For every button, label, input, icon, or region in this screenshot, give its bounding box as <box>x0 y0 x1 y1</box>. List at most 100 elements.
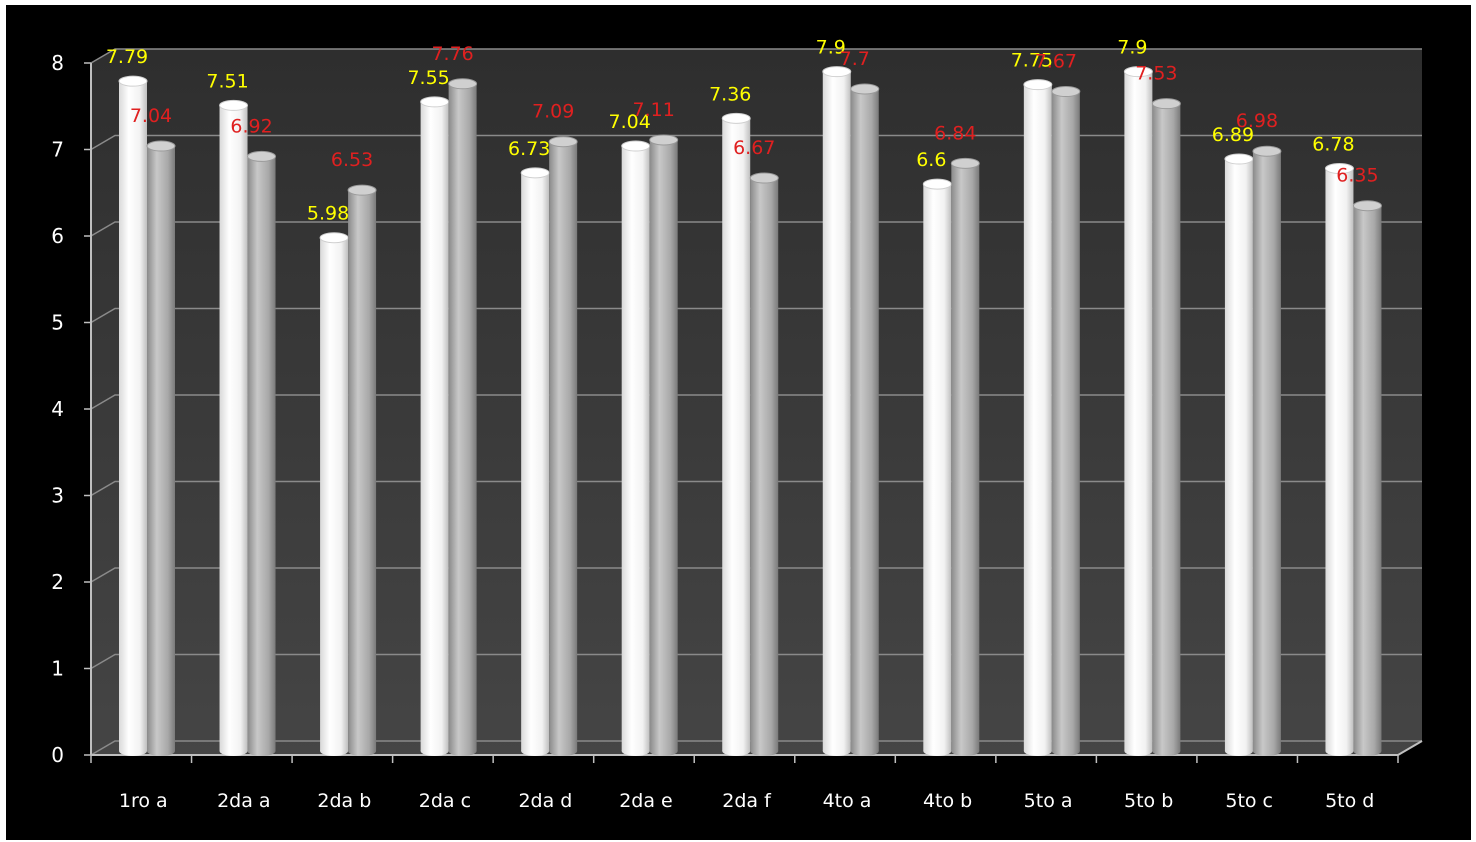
axes: 0 1 2 3 4 5 6 7 8 1ro a 2da a 2da b 2da c 2da d 2da e 2… <box>51 51 1423 812</box>
data-label: 7.51 <box>206 70 248 92</box>
bar-top <box>219 99 249 111</box>
bar-top <box>1252 145 1282 157</box>
gridline <box>90 394 1422 410</box>
gridline <box>90 221 1422 237</box>
bar <box>347 184 377 756</box>
gridline <box>90 480 1422 497</box>
x-tick-label: 5to c <box>1225 790 1273 812</box>
y-tick-label: 8 <box>51 51 64 75</box>
y-tick-label: 3 <box>51 484 64 508</box>
data-label: 7.55 <box>407 67 449 89</box>
data-label: 7.36 <box>709 83 751 105</box>
bar <box>219 99 249 756</box>
bar-body <box>1124 71 1153 751</box>
bar <box>1151 98 1181 756</box>
bar <box>520 167 550 756</box>
bar-top <box>1123 66 1153 78</box>
data-label: 7.04 <box>609 111 651 133</box>
x-tick-label: 5to b <box>1124 790 1173 812</box>
x-tick-label: 2da a <box>217 790 270 812</box>
bar-body <box>951 163 980 752</box>
bar-top <box>1051 86 1081 98</box>
bar-body <box>247 156 276 752</box>
y-tick-label: 7 <box>51 138 64 162</box>
x-tick-label: 2da c <box>419 790 471 812</box>
bar-top <box>1023 79 1053 91</box>
bar-top <box>247 150 277 162</box>
bar-top <box>448 78 478 90</box>
bar-top <box>1324 163 1354 175</box>
bar-top <box>1151 98 1181 110</box>
bar-base <box>1051 746 1080 756</box>
data-label: 6.73 <box>508 138 550 160</box>
x-tick-label: 5to d <box>1325 790 1374 812</box>
y-tick-label: 6 <box>51 224 64 248</box>
bar-top <box>319 232 349 244</box>
bar-base <box>320 746 349 756</box>
data-label: 7.11 <box>633 99 675 121</box>
y-tick-label: 4 <box>51 397 64 421</box>
bar-body <box>621 146 650 752</box>
bar <box>850 83 880 756</box>
bar <box>950 157 980 756</box>
bar-base <box>850 746 879 756</box>
x-tick-label: 2da e <box>619 790 673 812</box>
bar <box>1252 145 1282 756</box>
bar-body <box>1023 84 1052 751</box>
gridline <box>90 740 1422 756</box>
bar-body <box>722 118 751 752</box>
bar <box>319 232 349 756</box>
bar <box>1324 163 1354 756</box>
data-label: 6.67 <box>733 137 775 159</box>
bar-top <box>922 178 952 190</box>
x-tick-label: 2da f <box>722 790 772 812</box>
data-label: 7.09 <box>532 101 574 123</box>
bar <box>749 172 779 756</box>
bar-base <box>448 746 477 756</box>
bar-base <box>1224 746 1253 756</box>
data-label: 6.89 <box>1212 124 1254 146</box>
bar-top <box>420 96 450 108</box>
bar-base <box>1023 746 1052 756</box>
x-tick-label: 1ro a <box>119 790 168 812</box>
bar <box>247 150 277 756</box>
bar-body <box>420 101 449 752</box>
x-tick-label: 4to b <box>923 790 972 812</box>
bar <box>822 66 852 756</box>
gridline <box>90 307 1422 324</box>
bar-base <box>119 746 147 756</box>
bar <box>448 78 478 756</box>
bar-body <box>348 190 377 751</box>
data-label: 7.7 <box>840 48 870 70</box>
bar-base <box>1325 746 1354 756</box>
bar-body <box>320 237 349 752</box>
bar-base <box>247 746 276 756</box>
bar <box>621 140 651 756</box>
bar <box>146 140 176 756</box>
bar-body <box>1152 103 1181 751</box>
bar-body <box>147 146 175 752</box>
bar <box>1023 79 1053 756</box>
bar-top <box>520 167 550 179</box>
gridline <box>90 567 1422 583</box>
bar-base <box>722 746 751 756</box>
bar-body <box>219 105 248 751</box>
data-label: 7.9 <box>1117 37 1147 59</box>
bar-top <box>822 66 852 78</box>
data-label: 7.9 <box>816 37 846 59</box>
bar-base <box>420 746 449 756</box>
bar-top <box>749 172 779 184</box>
gridline <box>90 48 1422 64</box>
data-label: 6.35 <box>1336 165 1378 187</box>
data-labels: 7.797.515.987.556.737.047.367.96.67.757.… <box>106 37 1379 225</box>
bar-top <box>548 136 578 148</box>
bar-body <box>549 141 578 752</box>
bar-body <box>822 71 851 751</box>
bar-top <box>118 75 148 87</box>
bar-base <box>649 746 678 756</box>
bar-top <box>621 140 651 152</box>
bar <box>1352 200 1382 756</box>
bar <box>649 134 679 756</box>
data-label: 6.84 <box>934 122 976 144</box>
